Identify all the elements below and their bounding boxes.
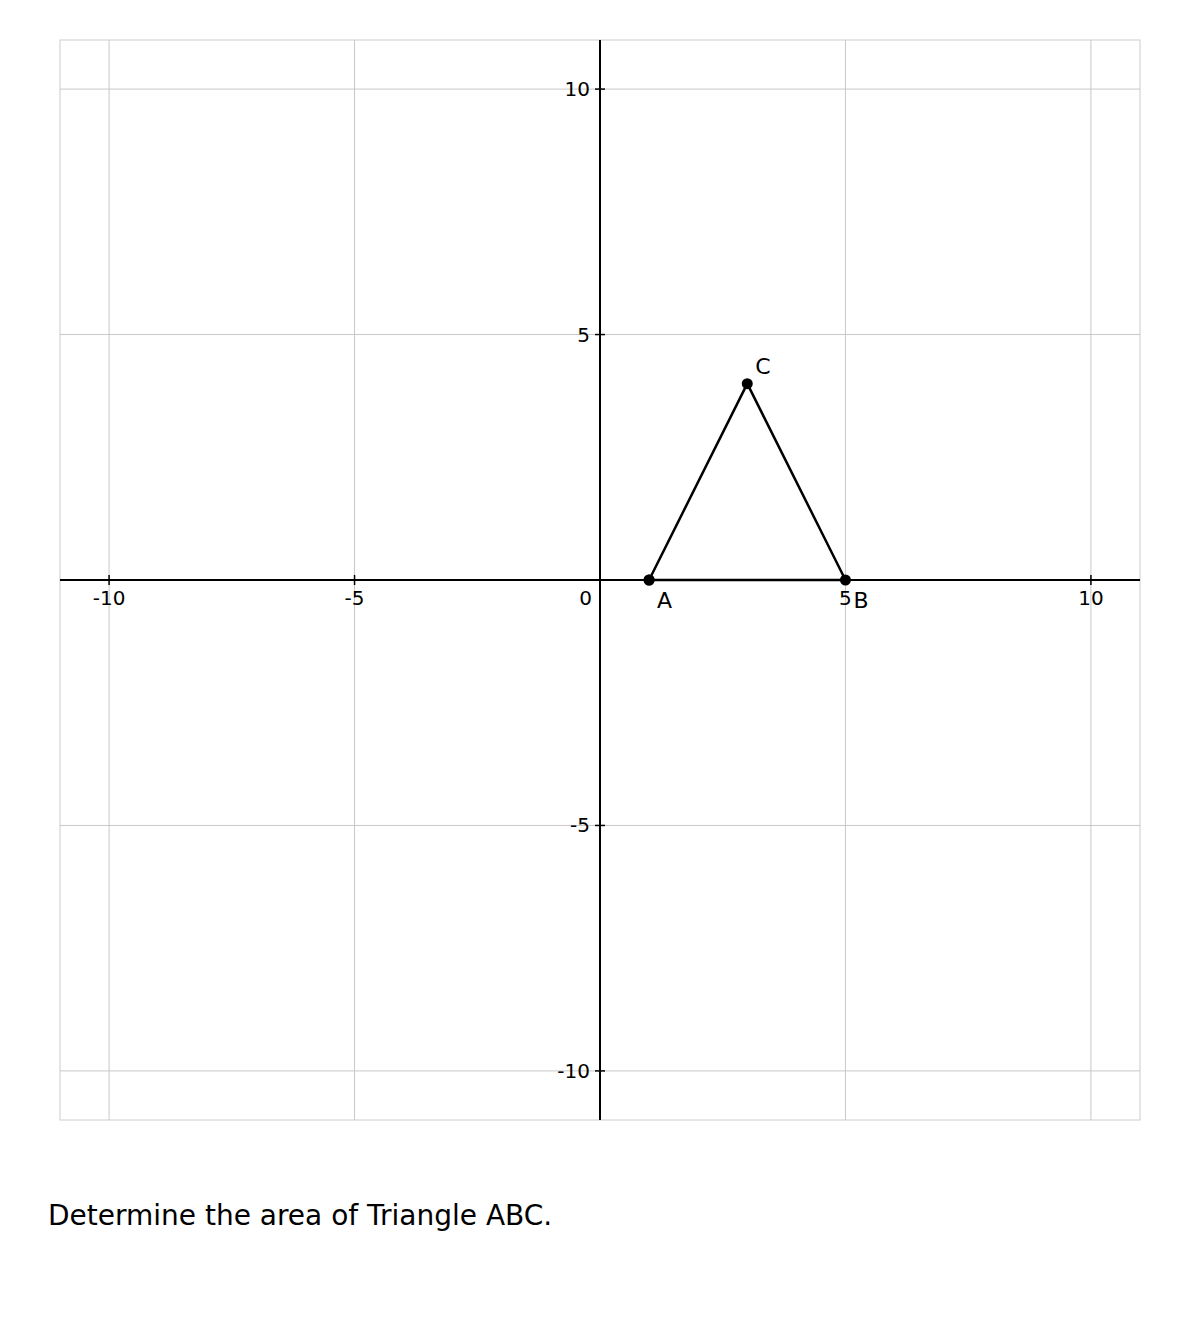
grid [60, 40, 1140, 1120]
grid-line-y [60, 1070, 1140, 1071]
x-tick-label: 10 [1078, 586, 1103, 610]
vertex-label: C [755, 354, 770, 379]
y-tick-label: 10 [565, 77, 590, 101]
grid-line-y [60, 334, 1140, 335]
x-tick [1090, 575, 1092, 585]
y-tick-label: 5 [577, 323, 590, 347]
vertex-point [742, 378, 753, 389]
vertex-label: B [853, 588, 868, 613]
grid-line-y [60, 825, 1140, 826]
grid-line-x [109, 40, 110, 1120]
x-tick-label: 5 [839, 586, 852, 610]
y-tick-label: -10 [557, 1059, 590, 1083]
vertex-point [644, 575, 655, 586]
annotations: A B C [657, 354, 868, 613]
y-tick [595, 334, 605, 336]
y-tick [595, 825, 605, 827]
x-tick-label: -10 [93, 586, 126, 610]
grid-line-x [1090, 40, 1091, 1120]
x-tick [599, 575, 601, 585]
chart: -10 -5 0 5 10 -10 -5 5 10 A B C Determine the area o… [0, 0, 1200, 1319]
y-tick [595, 1070, 605, 1072]
grid-line-x [600, 40, 601, 1120]
y-axis-line [599, 40, 601, 1120]
x-tick [108, 575, 110, 585]
y-tick-label: -5 [570, 813, 590, 837]
vertex-point [644, 575, 655, 586]
data-layer [644, 378, 851, 585]
vertex-point [840, 575, 851, 586]
y-tick [595, 88, 605, 90]
x-tick [354, 575, 356, 585]
background [0, 0, 1200, 1319]
vertex-label: A [657, 588, 672, 613]
triangle-line [649, 384, 845, 580]
plot-frame [60, 40, 1140, 1120]
ticks: -10 -5 0 5 10 -10 -5 5 10 [93, 77, 1104, 1083]
grid-line-x [354, 40, 355, 1120]
x-tick-label: -5 [345, 586, 365, 610]
chart-container: -10 -5 0 5 10 -10 -5 5 10 A B C Determine the area o… [0, 0, 1200, 1319]
x-tick-label: 0 [579, 586, 592, 610]
grid-line-y [60, 89, 1140, 90]
title: Determine the area of Triangle ABC. [48, 1199, 552, 1232]
